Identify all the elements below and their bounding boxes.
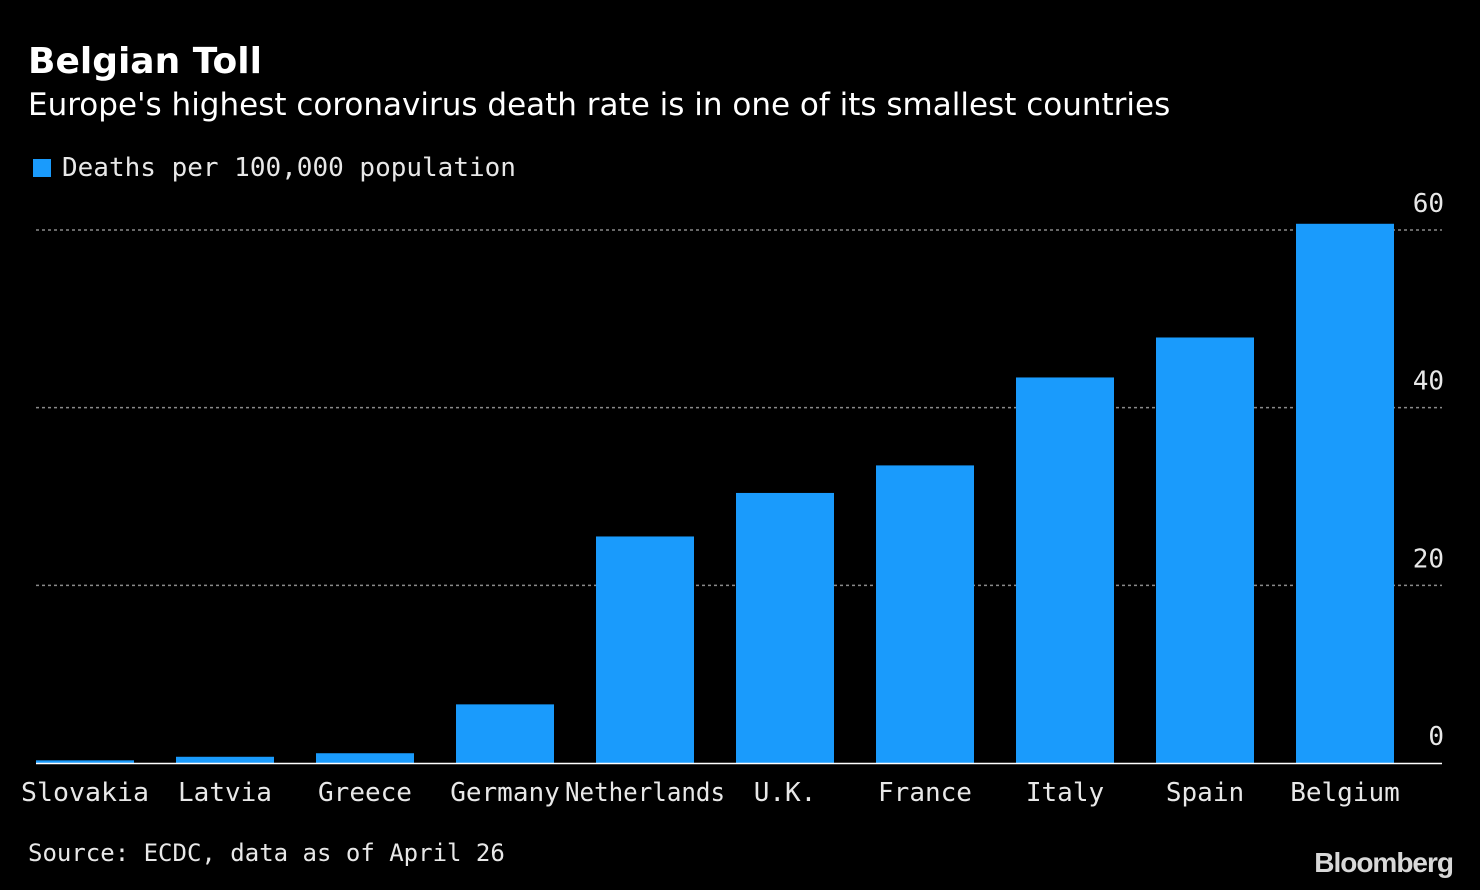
- bar-slovakia: [36, 760, 134, 763]
- x-tick-label: Germany: [450, 778, 560, 808]
- x-tick-label: France: [878, 778, 972, 808]
- x-tick-label: Greece: [318, 778, 412, 808]
- x-tick-label: Italy: [1026, 778, 1104, 808]
- bar-france: [876, 465, 974, 763]
- bloomberg-logo: Bloomberg: [1314, 847, 1454, 878]
- legend: Deaths per 100,000 population: [33, 150, 516, 186]
- bar-spain: [1156, 337, 1254, 763]
- y-tick-label: 60: [1413, 189, 1444, 219]
- bar-italy: [1016, 377, 1114, 763]
- x-tick-label: Slovakia: [21, 778, 149, 808]
- legend-swatch: [33, 159, 51, 177]
- source-note: Source: ECDC, data as of April 26: [28, 839, 505, 867]
- bar-latvia: [176, 756, 274, 763]
- bar-germany: [456, 704, 554, 763]
- y-tick-label: 40: [1413, 367, 1444, 397]
- x-tick-label: U.K.: [754, 778, 817, 808]
- y-tick-label: 0: [1428, 722, 1444, 752]
- chart-subtitle: Europe's highest coronavirus death rate …: [28, 87, 1171, 123]
- x-tick-label: Latvia: [178, 778, 272, 808]
- bar-u-k: [736, 492, 834, 763]
- chart-title: Belgian Toll: [28, 41, 262, 82]
- bar-greece: [316, 753, 414, 763]
- x-tick-label: Belgium: [1290, 778, 1400, 808]
- bar-netherlands: [596, 536, 694, 763]
- legend-label: Deaths per 100,000 population: [62, 153, 516, 183]
- bar-belgium: [1296, 223, 1394, 763]
- y-tick-label: 20: [1413, 544, 1444, 574]
- x-tick-label: Spain: [1166, 778, 1244, 808]
- x-tick-label: Netherlands: [565, 778, 725, 808]
